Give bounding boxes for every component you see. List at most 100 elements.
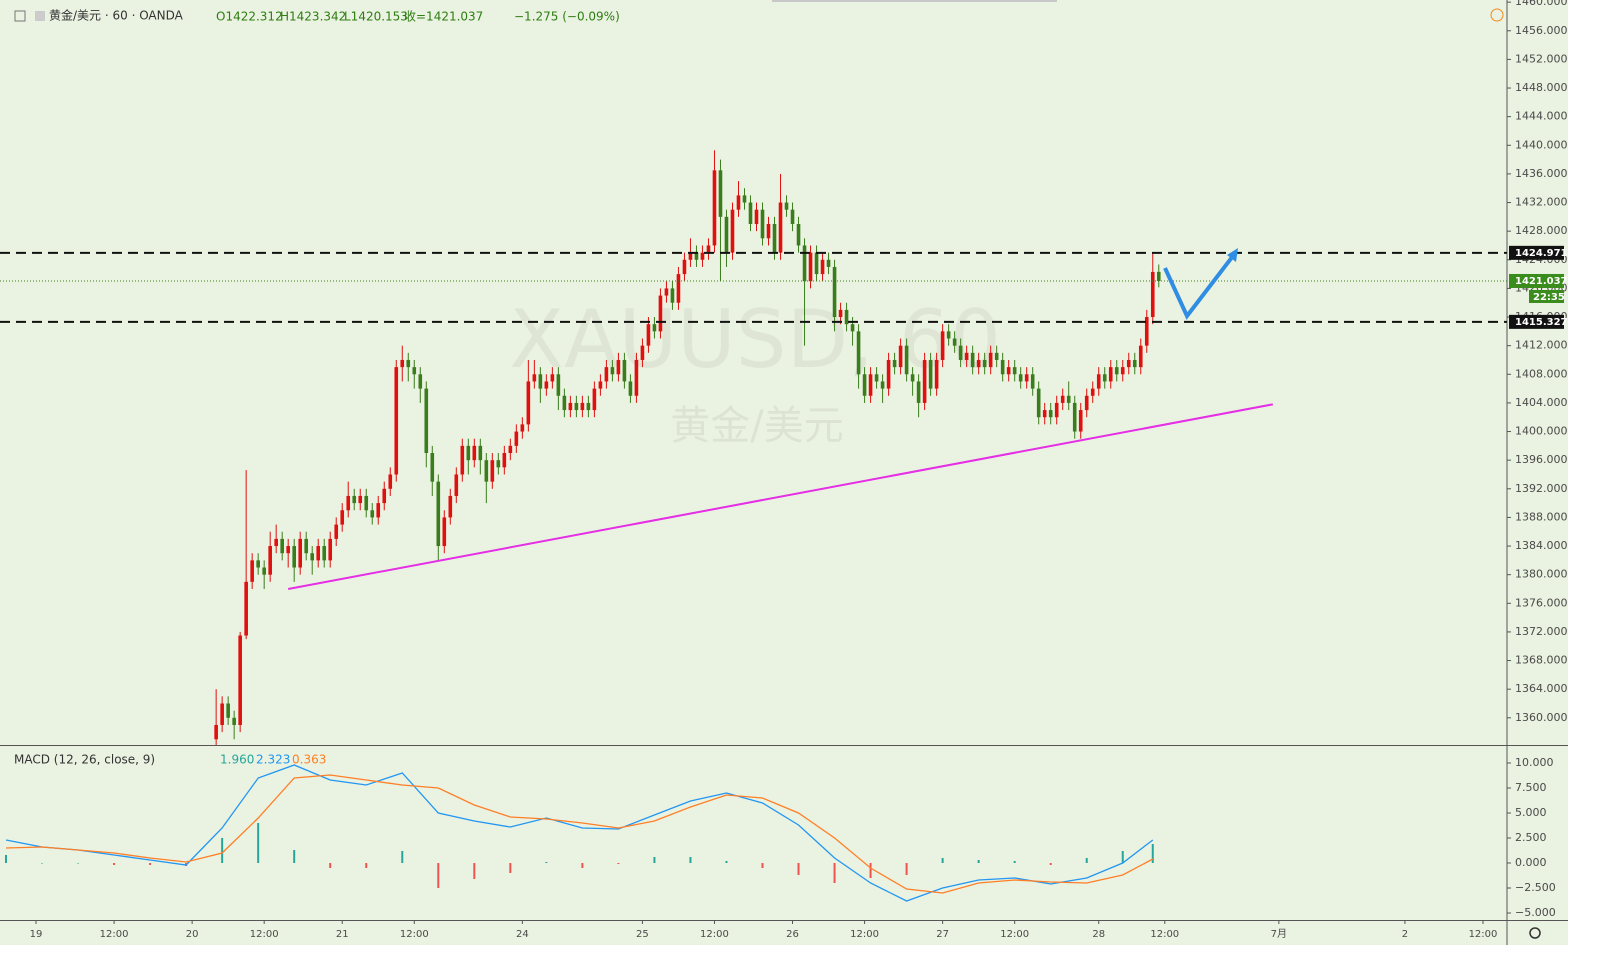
- candle-body: [424, 388, 429, 454]
- candle-body: [370, 510, 375, 518]
- candle-body: [880, 381, 885, 389]
- candle-body: [694, 252, 699, 260]
- candle-body: [616, 359, 621, 375]
- candle-body: [604, 367, 609, 382]
- y-tick-label: 1444.000: [1515, 110, 1568, 123]
- candle-body: [802, 245, 807, 282]
- candle-body: [886, 359, 891, 389]
- candle-body: [442, 517, 447, 547]
- candle-body: [730, 209, 735, 253]
- collapse-icon[interactable]: [14, 10, 26, 22]
- candle-body: [838, 309, 843, 318]
- drawn-arrow: [1163, 250, 1238, 320]
- candle-body: [742, 195, 747, 203]
- settings-icon[interactable]: [1529, 927, 1541, 939]
- candle-body: [292, 546, 296, 568]
- level-tag: [1509, 314, 1564, 329]
- candle-body: [928, 359, 933, 389]
- candle-body: [568, 402, 573, 411]
- candle-body: [748, 202, 753, 225]
- macd-histogram-bar: [545, 862, 548, 863]
- candle-body: [436, 481, 441, 547]
- candle-body: [214, 724, 218, 740]
- candle-body: [286, 546, 290, 554]
- y2-tick-label: 5.000: [1515, 806, 1547, 819]
- x-tick-label: 24: [516, 929, 529, 940]
- y2-tick-label: 0.000: [1515, 856, 1547, 869]
- y-tick-label: 1388.000: [1515, 510, 1568, 523]
- candle-body: [970, 352, 975, 368]
- y-tick-label: 1400.000: [1515, 425, 1568, 438]
- macd-histogram-bar: [149, 863, 152, 865]
- candle-body: [760, 209, 765, 239]
- candle-body: [922, 359, 927, 403]
- macd-histogram-bar: [5, 855, 8, 863]
- candle-body: [736, 195, 741, 210]
- candle-body: [340, 510, 345, 525]
- candle-body: [808, 252, 813, 282]
- candle-body: [298, 538, 303, 568]
- candle-body: [622, 359, 627, 382]
- macd-histogram-bar: [869, 863, 872, 878]
- macd-histogram-bar: [1121, 851, 1124, 863]
- x-tick-label: 12:00: [850, 929, 879, 940]
- alert-icon[interactable]: [1490, 8, 1504, 22]
- x-tick-label: 12:00: [250, 929, 279, 940]
- candle-body: [562, 395, 567, 411]
- macd-histogram-bar: [1085, 858, 1088, 863]
- x-tick-label: 21: [336, 929, 349, 940]
- y-tick-label: 1412.000: [1515, 339, 1568, 352]
- axes: 1360.000 1364.000 1368.000 1372.000 1376.000…: [30, 0, 1568, 940]
- y2-tick-label: 7.500: [1515, 781, 1547, 794]
- candle-body: [418, 374, 423, 389]
- candle-body: [1090, 388, 1095, 396]
- candle-body: [982, 359, 987, 368]
- x-tick-label: 12:00: [1469, 929, 1498, 940]
- macd-histogram-bar: [221, 838, 224, 863]
- candle-body: [262, 567, 266, 575]
- candle-body: [460, 445, 465, 475]
- candle-body: [940, 331, 945, 360]
- candle-body: [652, 324, 657, 332]
- candle-body: [394, 367, 399, 475]
- candle-body: [850, 324, 855, 332]
- y-tick-label: 1440.000: [1515, 138, 1568, 151]
- candle-body: [358, 495, 363, 504]
- y-tick-label: 1452.000: [1515, 52, 1568, 65]
- macd-histogram-bar: [473, 863, 476, 879]
- candle-body: [544, 381, 549, 389]
- candle-body: [706, 245, 711, 253]
- candle-body: [412, 367, 417, 375]
- macd-histogram-bar: [653, 857, 656, 863]
- candle-body: [778, 202, 783, 253]
- candle-body: [1138, 345, 1143, 368]
- candle-body: [988, 352, 993, 368]
- candle-body: [502, 453, 507, 468]
- candle-body: [592, 388, 597, 411]
- candle-body: [712, 170, 717, 246]
- macd-histogram-bar: [725, 861, 728, 863]
- candle-body: [1150, 271, 1155, 318]
- candle-body: [946, 331, 951, 339]
- x-tick-label: 12:00: [400, 929, 429, 940]
- candle-body: [520, 424, 525, 432]
- candle-body: [670, 288, 675, 303]
- candle-body: [448, 495, 453, 518]
- candle-body: [532, 374, 537, 382]
- candle-body: [688, 252, 693, 260]
- symbol-icon[interactable]: [35, 11, 45, 21]
- chart-title: 黄金/美元 · 60 · OANDA: [49, 8, 184, 23]
- candle-body: [724, 216, 729, 253]
- candle-body: [1024, 374, 1029, 382]
- candle-body: [232, 717, 236, 725]
- candle-body: [1012, 367, 1017, 375]
- macd-histogram-bar: [1049, 863, 1052, 865]
- candle-body: [682, 259, 687, 275]
- macd-histogram-bar: [581, 863, 584, 868]
- candle-body: [964, 352, 969, 360]
- countdown-tag: [1529, 289, 1564, 303]
- candle-body: [994, 352, 999, 360]
- y-tick-label: 1360.000: [1515, 711, 1568, 724]
- candle-body: [322, 546, 327, 561]
- candle-body: [250, 560, 254, 582]
